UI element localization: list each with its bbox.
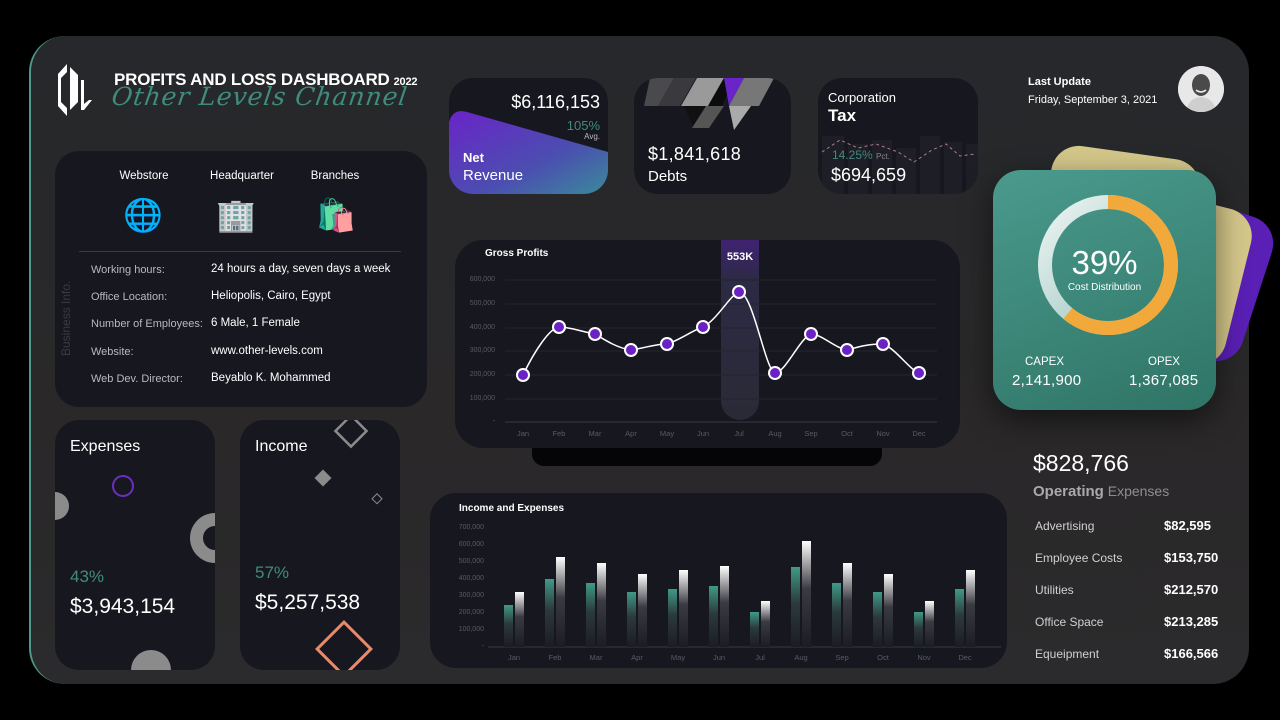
page-title: PROFITS AND LOSS DASHBOARD 2022 (114, 70, 418, 89)
globe-icon: 🌐 (123, 197, 163, 233)
tax-sparkline (821, 136, 978, 194)
advertising-value: $82,595 (1164, 518, 1211, 533)
web-dev-director-value: Beyablo K. Mohammed (211, 372, 331, 384)
office-building-icon: 🏢 (216, 197, 256, 233)
website-link[interactable]: www.other-levels.com (211, 345, 323, 357)
expenses-pct: 43% (70, 567, 105, 586)
branches-label: Branches (310, 170, 360, 182)
expenses-title: Expenses (70, 438, 141, 455)
opex-value: 1,367,085 (1129, 372, 1199, 389)
gross-profits-plot (505, 279, 937, 423)
business-info-side-label: Business Info. (59, 280, 73, 356)
tax-label: Tax (828, 106, 857, 125)
corporation-label: Corporation (828, 90, 896, 105)
net-revenue-pct: 105% (566, 118, 600, 133)
last-update-label: Last Update (1028, 76, 1091, 88)
employee-costs-value: $153,750 (1164, 550, 1219, 565)
tax-pct: 14.25% Pct. (832, 148, 890, 162)
business-info-card: Webstore Headquarter Branches 🌐 🏢 🛍️ Bus… (55, 151, 427, 407)
office-location-label: Office Location: (91, 291, 168, 303)
cost-distribution-label: Cost Distribution (1067, 282, 1142, 293)
net-revenue-value: $6,116,153 (511, 92, 600, 112)
employees-value: 6 Male, 1 Female (211, 317, 300, 329)
utilities-label: Utilities (1035, 583, 1074, 597)
equipment-value: $166,566 (1164, 646, 1219, 661)
income-expenses-chart: Income and Expenses 700,000 600,000 500,… (430, 493, 1007, 668)
capex-label: CAPEX (1025, 356, 1064, 368)
operating-expenses-label: Operating Expenses (1033, 483, 1170, 500)
revenue-label: Revenue (463, 167, 524, 184)
channel-subtitle: Other Levels Channel (109, 82, 410, 111)
advertising-label: Advertising (1035, 519, 1095, 533)
capex-value: 2,141,900 (1012, 372, 1082, 389)
gross-profits-title: Gross Profits (485, 248, 549, 259)
website-label: Website: (91, 346, 134, 358)
debts-label: Debts (648, 168, 688, 185)
cost-distribution-pct: 39% (1071, 244, 1138, 281)
net-revenue-card: $6,116,153 105% Avg. Net Revenue (449, 78, 608, 194)
net-label: Net (463, 150, 484, 165)
expenses-card: Expenses 43% $3,943,154 (55, 420, 215, 670)
income-expenses-title: Income and Expenses (459, 503, 565, 514)
employee-costs-label: Employee Costs (1035, 551, 1123, 565)
cost-donut-chart (1038, 195, 1178, 335)
income-pct: 57% (255, 563, 290, 582)
utilities-value: $212,570 (1164, 582, 1219, 597)
employees-label: Number of Employees: (91, 318, 203, 330)
user-photo-icon (1178, 66, 1224, 112)
cost-distribution-card: 39% Cost Distribution CAPEX 2,141,900 OP… (993, 170, 1216, 410)
debts-geometric-graphic (644, 78, 774, 130)
working-hours-value: 24 hours a day, seven days a week (211, 263, 391, 275)
shopping-bags-icon: 🛍️ (316, 197, 356, 233)
income-expenses-plot (488, 541, 1001, 648)
office-space-value: $213,285 (1164, 614, 1219, 629)
expenses-value: $3,943,154 (70, 595, 176, 618)
web-dev-director-label: Web Dev. Director: (91, 373, 183, 385)
office-space-label: Office Space (1035, 615, 1104, 629)
avatar[interactable] (1178, 66, 1224, 112)
opex-label: OPEX (1148, 356, 1180, 368)
working-hours-label: Working hours: (91, 264, 165, 276)
office-location-value: Heliopolis, Cairo, Egypt (211, 290, 331, 302)
income-card: Income 57% $5,257,538 (240, 420, 400, 670)
decorative-shapes (314, 420, 383, 670)
income-title: Income (255, 438, 308, 455)
decorative-shapes (55, 475, 215, 670)
tax-value: $694,659 (831, 165, 907, 185)
net-revenue-wave (449, 111, 608, 194)
debts-value: $1,841,618 (648, 144, 742, 164)
ol-logo-icon (58, 64, 92, 116)
gross-profits-chart: Gross Profits 553K 600,000 500,000 400,0… (455, 240, 960, 448)
operating-expenses-total: $828,766 (1033, 450, 1129, 476)
debts-card: $1,841,618 Debts (634, 78, 791, 194)
highlight-bar (721, 240, 759, 420)
equipment-label: Equeipment (1035, 647, 1100, 661)
income-value: $5,257,538 (255, 591, 361, 614)
corporation-tax-card: Corporation Tax 14.25% Pct. $694,659 (818, 78, 978, 194)
divider (79, 251, 401, 252)
headquarter-label: Headquarter (210, 170, 274, 182)
highlight-label: 553K (726, 251, 754, 263)
title-year: 2022 (393, 76, 418, 88)
last-update-value: Friday, September 3, 2021 (1028, 94, 1158, 106)
webstore-label: Webstore (119, 170, 169, 182)
net-revenue-avg-label: Avg. (584, 132, 600, 141)
